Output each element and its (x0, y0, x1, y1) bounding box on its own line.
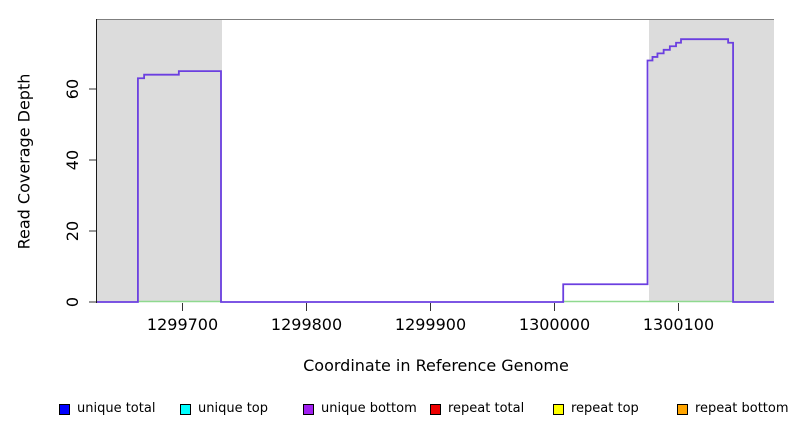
legend-swatch-icon (59, 404, 70, 415)
legend-swatch-icon (430, 404, 441, 415)
y-tick-label: 20 (63, 220, 82, 242)
x-tick-label: 1299800 (270, 315, 343, 334)
y-tick-label: 60 (63, 78, 82, 100)
legend-label: repeat top (571, 401, 639, 416)
x-tick-label: 1300100 (642, 315, 715, 334)
legend-swatch-icon (180, 404, 191, 415)
legend-label: repeat bottom (695, 401, 789, 416)
legend-label: unique bottom (321, 401, 417, 416)
x-axis-title: Coordinate in Reference Genome (303, 356, 569, 375)
legend-swatch-icon (303, 404, 314, 415)
shaded-region (97, 20, 223, 302)
y-tick-label: 0 (63, 296, 82, 308)
y-axis-title: Read Coverage Depth (14, 73, 34, 250)
y-tick-label: 40 (63, 149, 82, 171)
legend-label: unique top (198, 401, 269, 416)
shaded-region (648, 20, 774, 302)
coverage-line (97, 38, 774, 303)
x-tick-label: 1299900 (394, 315, 467, 334)
legend-label: repeat total (448, 401, 525, 416)
legend-swatch-icon (677, 404, 688, 415)
x-tick-label: 1299700 (146, 315, 219, 334)
x-tick-label: 1300000 (518, 315, 591, 334)
legend-label: unique total (77, 401, 156, 416)
legend-swatch-icon (553, 404, 564, 415)
